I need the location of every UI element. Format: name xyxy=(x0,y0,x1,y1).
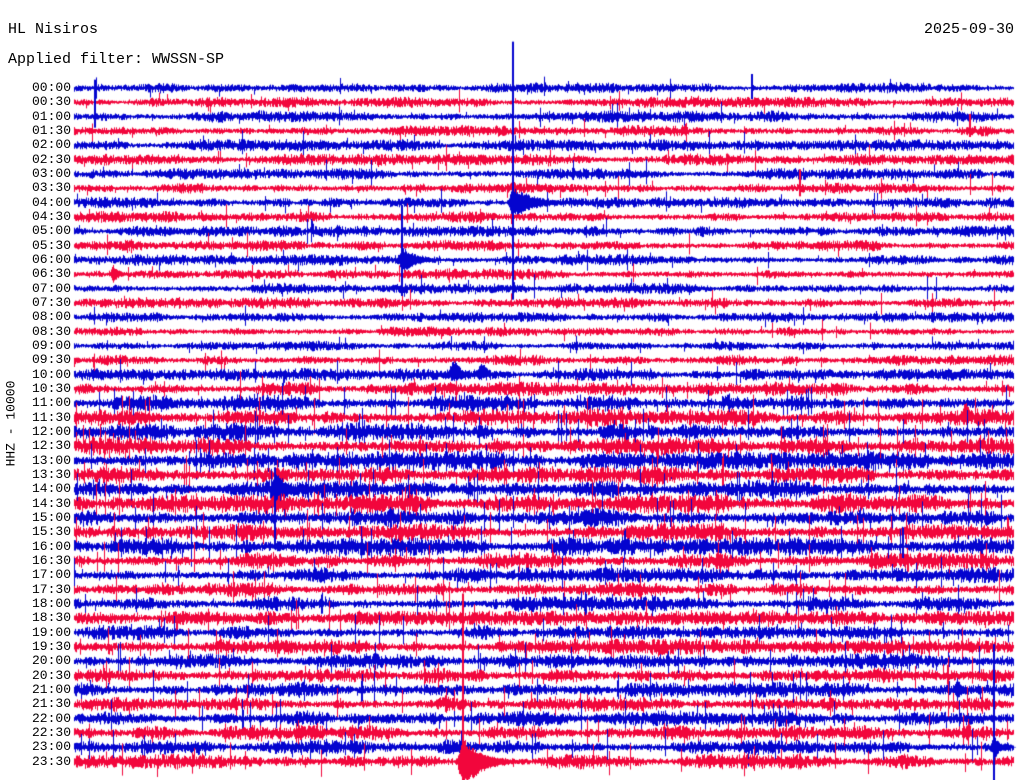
header-date: 2025-09-30 xyxy=(923,21,1014,38)
row-time-label: 22:00 xyxy=(31,710,71,726)
row-time-label: 16:30 xyxy=(31,552,71,568)
row-time-label: 05:00 xyxy=(31,223,71,239)
row-time-label: 09:00 xyxy=(31,337,71,353)
row-time-label: 09:30 xyxy=(31,352,71,368)
row-time-label: 06:30 xyxy=(31,266,71,282)
row-time-label: 14:00 xyxy=(31,481,71,497)
row-time-label: 18:30 xyxy=(31,610,71,626)
row-time-label: 20:30 xyxy=(31,667,71,683)
row-time-label: 11:30 xyxy=(31,409,71,425)
row-time-label: 03:00 xyxy=(31,165,71,181)
row-time-label: 15:00 xyxy=(31,509,71,525)
row-time-label: 23:30 xyxy=(31,753,71,769)
row-time-label: 18:00 xyxy=(31,595,71,611)
row-time-label: 00:00 xyxy=(31,80,71,95)
row-time-label: 07:30 xyxy=(31,294,71,310)
row-time-label: 08:00 xyxy=(31,309,71,325)
row-time-label: 16:00 xyxy=(31,538,71,554)
row-time-label: 01:30 xyxy=(31,122,71,138)
row-time-label: 03:30 xyxy=(31,180,71,196)
row-time-label: 12:00 xyxy=(31,423,71,439)
row-time-label: 01:00 xyxy=(31,108,71,124)
row-time-label: 10:00 xyxy=(31,366,71,382)
row-time-label: 10:30 xyxy=(31,380,71,396)
row-time-label: 15:30 xyxy=(31,524,71,540)
row-time-label: 13:00 xyxy=(31,452,71,468)
row-time-label: 17:00 xyxy=(31,567,71,583)
row-time-label: 00:30 xyxy=(31,94,71,110)
row-time-label: 22:30 xyxy=(31,724,71,740)
row-time-label: 14:30 xyxy=(31,495,71,511)
row-time-label: 11:00 xyxy=(31,395,71,411)
row-time-label: 21:00 xyxy=(31,681,71,697)
row-time-label: 02:30 xyxy=(31,151,71,167)
filter-label: Applied filter: WWSSN-SP xyxy=(8,51,225,68)
row-time-label: 02:00 xyxy=(31,137,71,153)
row-time-label: 13:30 xyxy=(31,466,71,482)
row-time-label: 21:30 xyxy=(31,696,71,712)
row-time-label: 17:30 xyxy=(31,581,71,597)
row-time-label: 04:30 xyxy=(31,208,71,224)
row-time-label: 06:00 xyxy=(31,251,71,267)
row-time-label: 19:30 xyxy=(31,638,71,654)
row-time-label: 12:30 xyxy=(31,438,71,454)
row-time-label: 05:30 xyxy=(31,237,71,253)
row-time-label: 07:00 xyxy=(31,280,71,296)
row-time-label: 23:00 xyxy=(31,739,71,755)
row-time-label: 04:00 xyxy=(31,194,71,210)
station-name: HL Nisiros xyxy=(8,21,99,38)
row-time-label: 20:00 xyxy=(31,653,71,669)
row-time-label: 19:00 xyxy=(31,624,71,640)
row-time-label: 08:30 xyxy=(31,323,71,339)
